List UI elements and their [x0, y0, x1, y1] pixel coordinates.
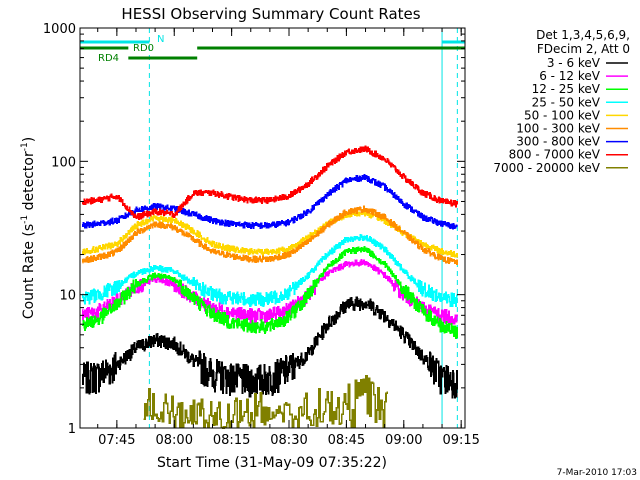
legend-label: 6 - 12 keV: [539, 69, 601, 83]
x-axis-label: Start Time (31-May-09 07:35:22): [157, 455, 387, 471]
legend-label: 50 - 100 keV: [524, 108, 601, 122]
x-tick-label: 07:45: [98, 433, 135, 448]
series-layer: [82, 145, 458, 429]
series-line: [82, 205, 458, 266]
y-tick-label: 1000: [43, 22, 76, 37]
y-axis-label-part: Count Rate (s: [21, 224, 37, 319]
x-tick-label: 08:00: [156, 433, 193, 448]
series-line: [143, 374, 389, 429]
y-axis-label: Count Rate (s-1 detector-1): [20, 137, 37, 319]
series-line: [82, 173, 458, 230]
series-line: [82, 145, 458, 220]
y-tick-label: 1: [68, 422, 76, 437]
legend-header: FDecim 2, Att 0: [537, 42, 630, 56]
series-line: [82, 296, 458, 399]
axes: 07:45 08:00 08:15 08:30 08:45 09:00 09:15 1 10 10…: [43, 22, 480, 448]
legend-label: 800 - 7000 keV: [509, 148, 601, 162]
x-tick-label: 08:45: [328, 433, 365, 448]
observation-bar-label: N: [157, 34, 164, 45]
y-axis-label-part: detector: [21, 151, 37, 215]
series-line: [82, 234, 458, 308]
legend-label: 12 - 25 keV: [532, 82, 601, 96]
legend-label: 100 - 300 keV: [516, 122, 600, 136]
legend-label: 7000 - 20000 keV: [493, 161, 600, 175]
x-tick-label: 08:15: [213, 433, 250, 448]
x-tick-label: 09:15: [442, 433, 479, 448]
legend: Det 1,3,4,5,6,9, FDecim 2, Att 0 3 - 6 k…: [493, 28, 630, 175]
observation-bar-label: RD0: [133, 43, 154, 54]
legend-label: 300 - 800 keV: [516, 135, 600, 149]
y-tick-label: 100: [51, 155, 76, 170]
y-axis-label-sup: -1: [20, 215, 30, 224]
chart-title: HESSI Observing Summary Count Rates: [121, 5, 420, 23]
footer-date: 7-Mar-2010 17:03: [557, 468, 637, 478]
y-tick-label: 10: [59, 289, 76, 304]
x-tick-label: 08:30: [270, 433, 307, 448]
legend-header: Det 1,3,4,5,6,9,: [536, 28, 630, 42]
y-axis-label-part: ): [21, 137, 37, 142]
observation-bar-label: RD4: [98, 53, 119, 64]
plot-frame: [79, 27, 466, 429]
legend-label: 25 - 50 keV: [532, 95, 601, 109]
y-axis-label-sup: -1: [20, 142, 30, 151]
x-tick-label: 09:00: [385, 433, 422, 448]
series-line: [82, 245, 458, 339]
legend-label: 3 - 6 keV: [547, 56, 601, 70]
